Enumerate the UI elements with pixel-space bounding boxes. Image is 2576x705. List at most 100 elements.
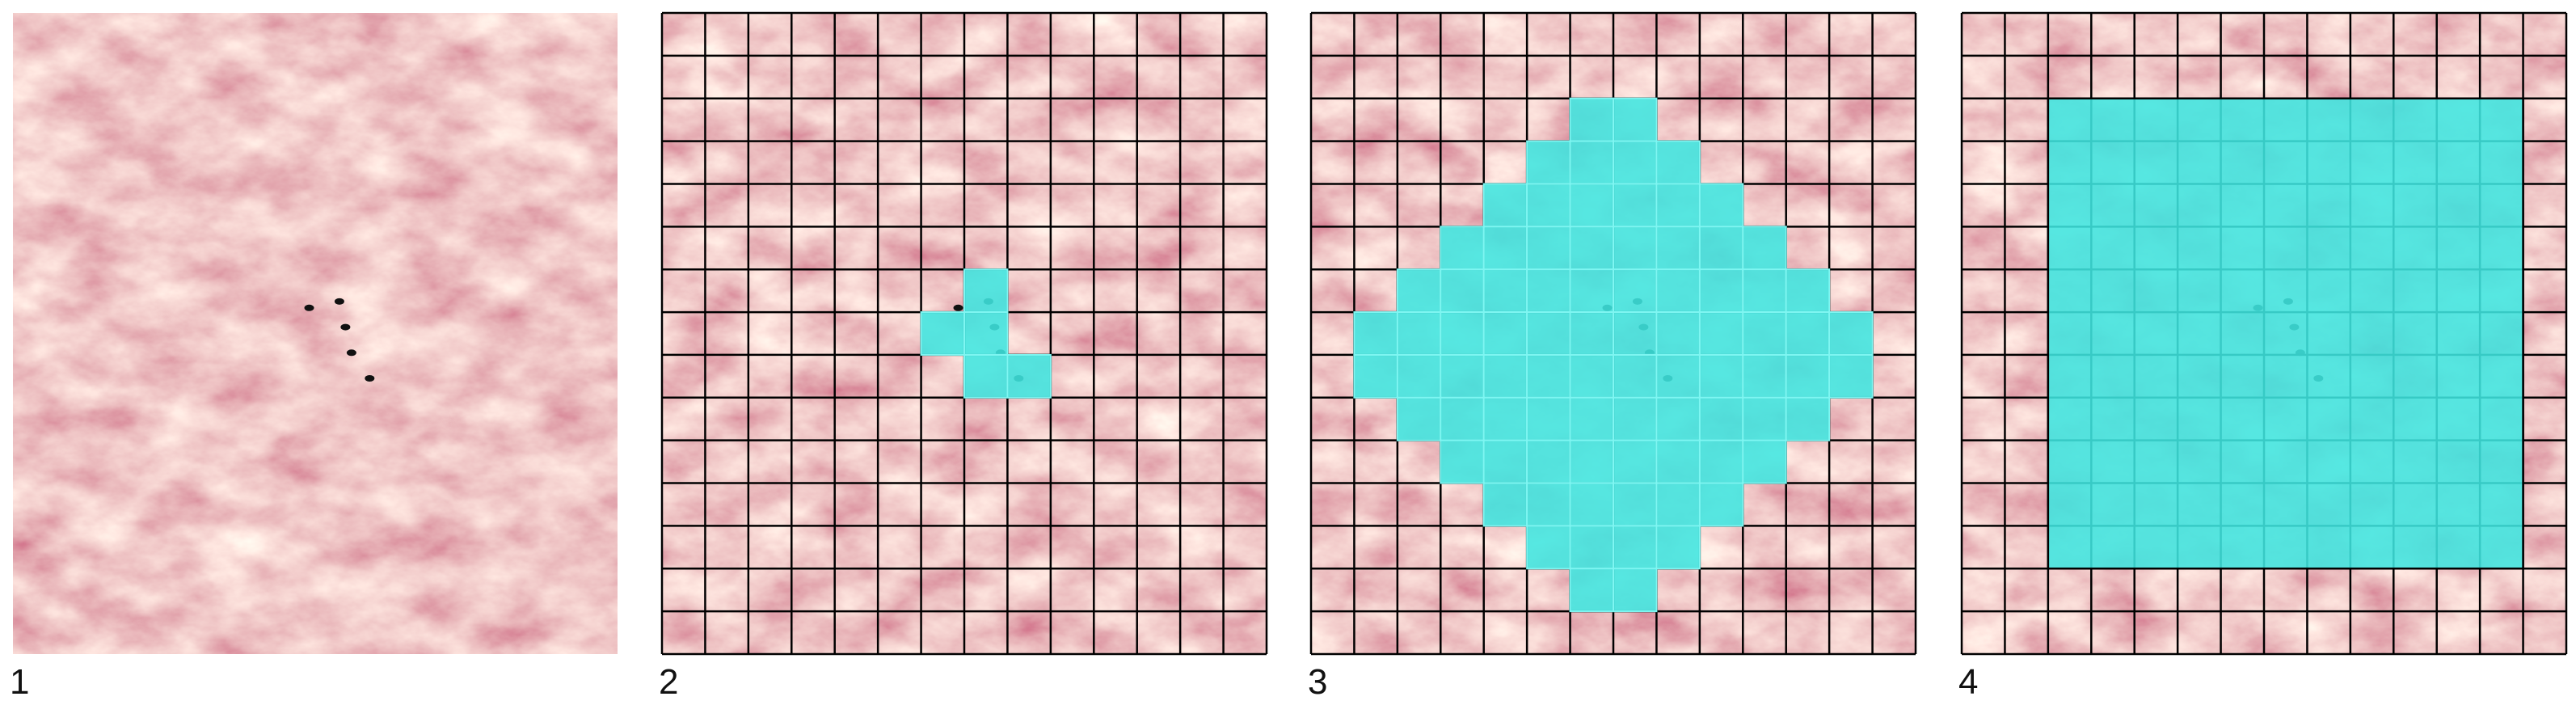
selected-cell — [1698, 396, 1744, 441]
selected-cell — [1742, 268, 1787, 314]
selected-cell — [1353, 311, 1398, 356]
panel: 4 — [1958, 11, 2568, 702]
selected-cell — [1569, 353, 1614, 399]
lake — [340, 323, 351, 331]
selected-cell — [1655, 226, 1701, 271]
selected-cell — [1785, 396, 1831, 441]
selected-cell — [963, 268, 1009, 314]
selected-cell — [1742, 226, 1787, 271]
selected-cell — [1698, 311, 1744, 356]
selected-cell — [1655, 268, 1701, 314]
selected-cell — [1526, 311, 1571, 356]
panel-label: 3 — [1308, 662, 1327, 702]
selected-cell — [1526, 482, 1571, 527]
selected-cell — [1482, 439, 1528, 484]
selected-cell — [1396, 396, 1442, 441]
lake — [334, 298, 344, 305]
selected-cell — [1569, 226, 1614, 271]
panel-label: 4 — [1958, 662, 1978, 702]
selected-cell — [1482, 396, 1528, 441]
selected-cell — [1785, 353, 1831, 399]
selected-cell — [1569, 268, 1614, 314]
selected-cell — [1440, 353, 1485, 399]
selected-cell — [1613, 482, 1658, 527]
selected-cell — [1742, 353, 1787, 399]
selected-cell — [1482, 482, 1528, 527]
selected-cell — [1742, 311, 1787, 356]
selected-cell — [1613, 226, 1658, 271]
selected-cell — [1526, 140, 1571, 185]
panel: 3 — [1308, 11, 1917, 702]
selected-cell — [1655, 311, 1701, 356]
selected-cell — [1569, 439, 1614, 484]
selected-cell — [963, 353, 1009, 399]
panel-label: 1 — [10, 662, 29, 702]
selected-cell — [1698, 439, 1744, 484]
selected-cell — [1698, 226, 1744, 271]
selected-cell — [1569, 311, 1614, 356]
selected-cell — [1655, 482, 1701, 527]
selected-cell — [1785, 268, 1831, 314]
selected-cell — [1613, 97, 1658, 142]
selected-cell — [1655, 439, 1701, 484]
selected-cell — [1655, 140, 1701, 185]
selected-cell — [1440, 226, 1485, 271]
selected-cell — [1698, 353, 1744, 399]
selected-cell — [1569, 525, 1614, 570]
selected-cell — [1526, 183, 1571, 228]
selected-cell — [920, 311, 965, 356]
selected-cell — [963, 311, 1009, 356]
selected-cell — [1613, 183, 1658, 228]
selected-cell — [1006, 353, 1052, 399]
selected-cell — [1569, 183, 1614, 228]
panel-label: 2 — [659, 662, 678, 702]
selected-cell — [1828, 353, 1874, 399]
selected-cell — [1613, 311, 1658, 356]
selected-cell — [1655, 525, 1701, 570]
lake — [365, 375, 375, 382]
selected-cell — [1569, 396, 1614, 441]
selected-cell — [1655, 396, 1701, 441]
selected-cell — [1742, 396, 1787, 441]
selected-cell — [1785, 311, 1831, 356]
selected-cell — [1482, 311, 1528, 356]
selected-cell — [1440, 439, 1485, 484]
selected-cell — [1569, 140, 1614, 185]
selected-cell — [1526, 353, 1571, 399]
selected-cell — [1613, 140, 1658, 185]
selected-region — [2047, 97, 2524, 570]
lake — [346, 349, 356, 357]
selected-cell — [1482, 226, 1528, 271]
selected-cell — [1655, 183, 1701, 228]
selected-cell — [1353, 353, 1398, 399]
selected-cell — [1482, 268, 1528, 314]
selected-cell — [1482, 353, 1528, 399]
selected-cell — [1526, 396, 1571, 441]
selected-cell — [1526, 439, 1571, 484]
selected-cell — [1613, 396, 1658, 441]
selected-cell — [1396, 311, 1442, 356]
selected-cell — [1613, 439, 1658, 484]
selected-cell — [1440, 396, 1485, 441]
selected-cell — [1482, 183, 1528, 228]
selected-cell — [1613, 268, 1658, 314]
selected-cell — [1569, 97, 1614, 142]
selected-cell — [1440, 268, 1485, 314]
panel: 1 — [10, 13, 618, 702]
selected-cell — [1440, 311, 1485, 356]
selected-cell — [1698, 183, 1744, 228]
selected-cell — [1526, 525, 1571, 570]
selected-cell — [1396, 268, 1442, 314]
selected-cell — [1569, 568, 1614, 613]
selected-cell — [1613, 525, 1658, 570]
selected-cell — [1526, 226, 1571, 271]
selected-cell — [1698, 268, 1744, 314]
selected-cell — [1613, 353, 1658, 399]
panel: 2 — [659, 11, 1268, 702]
selected-cell — [1569, 482, 1614, 527]
selected-cell — [1698, 482, 1744, 527]
lake — [304, 304, 314, 311]
satellite-image — [13, 13, 618, 654]
selected-cell — [1526, 268, 1571, 314]
